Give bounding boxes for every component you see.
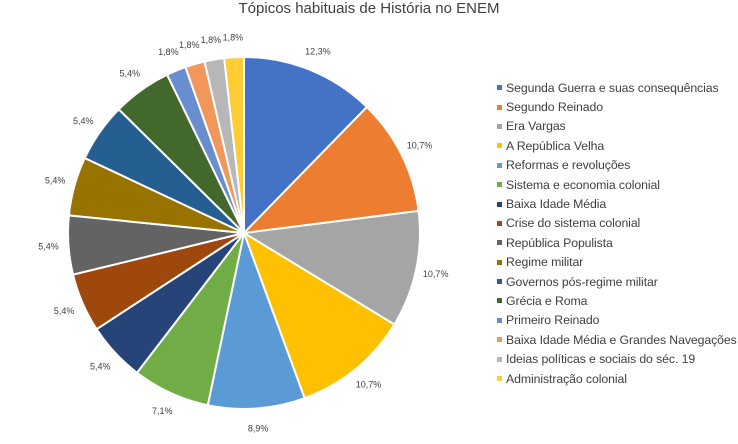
data-label: 12,3%	[305, 47, 331, 57]
legend-item: Crise do sistema colonial	[497, 214, 738, 233]
legend-item: Ideias políticas e sociais do séc. 19	[497, 349, 738, 368]
data-label: 10,7%	[423, 269, 449, 279]
legend-swatch	[497, 123, 502, 129]
data-label: 10,7%	[407, 141, 433, 151]
data-label: 1,8%	[158, 47, 179, 57]
legend-item: A República Velha	[497, 136, 738, 155]
data-label: 1,8%	[201, 35, 222, 45]
legend-label: Primeiro Reinado	[506, 313, 600, 328]
legend-swatch	[497, 337, 502, 343]
legend-item: Era Vargas	[497, 117, 738, 136]
slice-labels: 12,3% 10,7% 10,7% 10,7% 8,9% 7,1% 5,4% 5,4% 5,4%…	[38, 32, 448, 433]
data-label: 8,9%	[248, 424, 269, 434]
legend-label: Governos pós-regime militar	[506, 274, 658, 289]
chart-title: Tópicos habituais de História no ENEM	[238, 0, 500, 17]
legend-swatch	[497, 356, 502, 362]
legend-item: Baixa Idade Média	[497, 194, 738, 213]
legend-label: Baixa Idade Média e Grandes Navegações	[506, 332, 737, 347]
data-label: 5,4%	[54, 306, 75, 316]
pie-slices	[67, 55, 421, 410]
legend-item: Grécia e Roma	[497, 291, 738, 310]
data-label: 10,7%	[356, 379, 382, 389]
data-label: 7,1%	[152, 406, 173, 416]
legend-swatch	[497, 220, 502, 226]
legend: Segunda Guerra e suas consequências Segun…	[497, 78, 738, 388]
legend-swatch	[497, 279, 502, 285]
legend-swatch	[497, 317, 502, 323]
legend-label: Segunda Guerra e suas consequências	[506, 80, 719, 95]
legend-label: Era Vargas	[506, 119, 566, 134]
pie-slice	[243, 55, 369, 236]
legend-item: Administração colonial	[497, 369, 738, 388]
legend-label: Baixa Idade Média	[506, 197, 607, 212]
pie-slice	[241, 105, 420, 235]
legend-label: Administração colonial	[506, 371, 627, 386]
pie-slice	[223, 55, 245, 234]
legend-item: Segunda Guerra e suas consequências	[497, 78, 738, 97]
legend-swatch	[497, 143, 502, 149]
legend-item: Baixa Idade Média e Grandes Navegações	[497, 330, 738, 349]
legend-label: República Populista	[506, 235, 613, 250]
legend-label: Grécia e Roma	[506, 293, 588, 308]
legend-swatch	[497, 182, 502, 188]
legend-label: Ideias políticas e sociais do séc. 19	[506, 352, 696, 367]
legend-label: A República Velha	[506, 138, 605, 153]
data-label: 5,4%	[73, 116, 94, 126]
legend-item: República Populista	[497, 233, 738, 252]
legend-item: Segundo Reinado	[497, 97, 738, 116]
legend-item: Reformas e revoluções	[497, 156, 738, 175]
legend-label: Regime militar	[506, 255, 584, 270]
legend-item: Governos pós-regime militar	[497, 272, 738, 291]
legend-item: Primeiro Reinado	[497, 311, 738, 330]
legend-swatch	[497, 85, 502, 91]
legend-swatch	[497, 201, 502, 207]
data-label: 1,8%	[179, 40, 200, 50]
data-label: 5,4%	[90, 361, 111, 371]
pie-slice	[206, 229, 306, 410]
legend-label: Reformas e revoluções	[506, 158, 631, 173]
legend-label: Crise do sistema colonial	[506, 216, 641, 231]
legend-swatch	[497, 298, 502, 304]
legend-swatch	[497, 240, 502, 246]
legend-swatch	[497, 162, 502, 168]
legend-label: Segundo Reinado	[506, 100, 603, 115]
legend-label: Sistema e economia colonial	[506, 177, 660, 192]
data-label: 5,4%	[120, 69, 141, 79]
legend-item: Sistema e economia colonial	[497, 175, 738, 194]
legend-item: Regime militar	[497, 253, 738, 272]
legend-swatch	[497, 259, 502, 265]
pie-slice	[242, 230, 396, 400]
data-label: 5,4%	[38, 242, 59, 252]
legend-swatch	[497, 104, 502, 110]
legend-swatch	[497, 376, 502, 382]
pie-slice	[241, 209, 421, 326]
data-label: 1,8%	[223, 32, 244, 42]
data-label: 5,4%	[45, 176, 66, 186]
